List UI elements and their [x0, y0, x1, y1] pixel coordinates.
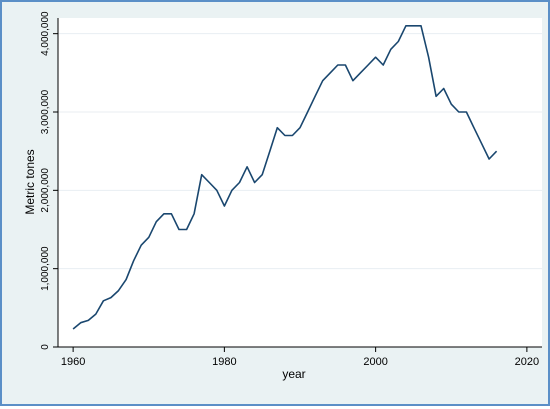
- x-tick-label: 1960: [61, 356, 85, 368]
- series-line: [72, 24, 498, 330]
- y-tick-label: 1,000,000: [40, 246, 51, 291]
- plot-area: [58, 18, 542, 347]
- y-tick-label: 4,000,000: [40, 11, 51, 56]
- x-tick-label: 2000: [363, 356, 387, 368]
- y-tick-label: 2,000,000: [40, 168, 51, 213]
- x-tick-label: 2020: [515, 356, 539, 368]
- x-tick-label: 1980: [212, 356, 236, 368]
- y-tick-label: 3,000,000: [40, 89, 51, 134]
- series-layer: [72, 24, 498, 330]
- axis-ticks: 0 1,000,000 2,000,000 3,000,000 4,000,000 196…: [40, 11, 539, 368]
- x-axis-title: year: [282, 367, 305, 381]
- line-chart: 0 1,000,000 2,000,000 3,000,000 4,000,000 196…: [23, 11, 542, 381]
- y-tick-label: 0: [40, 344, 51, 350]
- y-axis-title: Metric tones: [23, 149, 37, 214]
